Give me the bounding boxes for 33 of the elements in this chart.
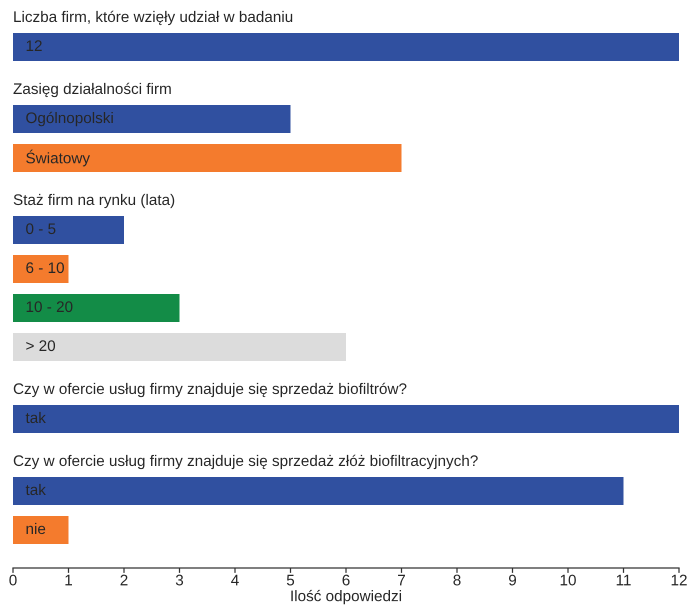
- x-tick-label: 6: [342, 574, 350, 586]
- chart-title: Czy w ofercie usług firmy znajduje się sprzedaż złóż biofiltracyjnych?: [14, 454, 478, 470]
- x-tick-label: 2: [120, 574, 128, 586]
- x-tick-label: 9: [508, 574, 516, 586]
- x-tick-label: 8: [453, 574, 461, 586]
- x-tick-label: 5: [286, 574, 294, 586]
- x-tick-label: 12: [672, 574, 687, 586]
- chart-title: Staż firm na rynku (lata): [14, 194, 174, 208]
- x-tick-label: 0: [9, 574, 17, 586]
- x-axis-title: Ilość odpowiedzi: [291, 590, 402, 604]
- text: Czy w ofercie usług firmy znajduje się sprzedaż biofiltrów?: [14, 382, 406, 398]
- category-label: Ogólnopolski: [26, 112, 113, 126]
- category-label: 0 - 5: [26, 223, 56, 234]
- x-tick-label: 11: [616, 574, 631, 586]
- category-label: 10 - 20: [26, 301, 72, 312]
- category-label: 12: [26, 40, 42, 51]
- x-tick-label: 7: [398, 574, 405, 586]
- bar: [13, 216, 124, 244]
- x-tick-label: 10: [560, 574, 576, 586]
- bar: [13, 294, 180, 322]
- category-label: nie: [26, 522, 46, 534]
- x-tick-label: 3: [176, 574, 184, 586]
- x-tick-label: 1: [65, 574, 72, 586]
- text: Liczba firm, które wzięły udział w badaniu: [14, 10, 292, 26]
- bar: [13, 254, 68, 284]
- category-label: tak: [26, 412, 46, 424]
- category-label: > 20: [26, 340, 56, 352]
- category-label: Światowy: [26, 150, 90, 166]
- chart-title: Zasięg działalności firm: [13, 82, 171, 98]
- category-label: tak: [26, 484, 46, 496]
- bar: [13, 332, 346, 362]
- category-label: 6 - 10: [26, 262, 64, 274]
- x-tick-label: 4: [231, 574, 239, 586]
